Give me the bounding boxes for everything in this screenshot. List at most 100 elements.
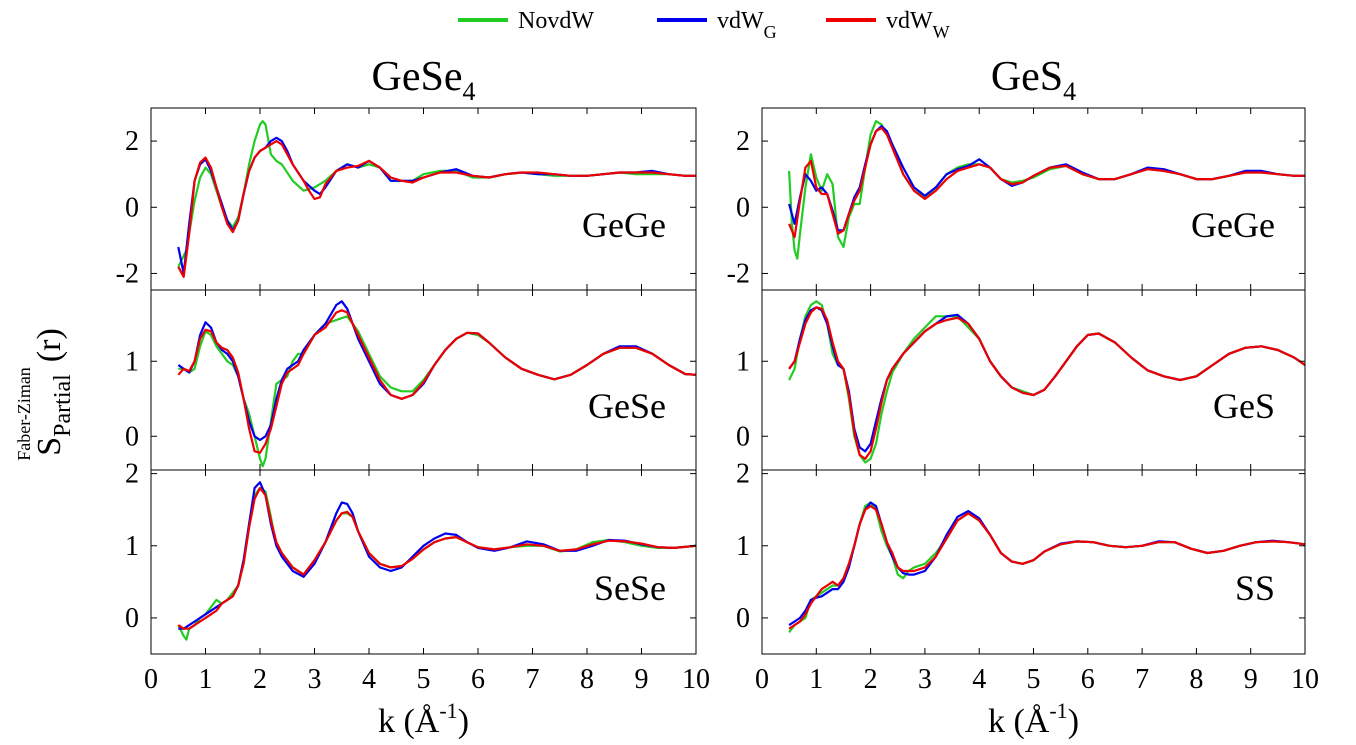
x-axis-label: k (Å-1): [378, 698, 469, 740]
y-label-tail: (r): [31, 328, 68, 362]
y-tick-label: 1: [125, 531, 139, 562]
x-tick-label: 8: [1189, 664, 1203, 695]
x-label-tail: ): [458, 703, 469, 740]
x-tick-label: 3: [308, 664, 322, 695]
column-title-main: GeS: [991, 54, 1063, 100]
series-line-vdW_W: [788, 126, 1305, 239]
series-group: [177, 300, 696, 468]
series-line-vdW_W: [788, 306, 1305, 460]
x-tick-label: 1: [809, 664, 823, 695]
y-tick-label: 1: [736, 531, 750, 562]
series-group: [177, 120, 696, 278]
series-line-vdW_W: [177, 486, 696, 630]
panel-GeGe: -2 0 2 GeGe: [116, 107, 697, 291]
series-line-NovdW: [788, 501, 1305, 634]
panel-GeS: 0 1 GeS: [736, 289, 1306, 471]
series-group: [177, 481, 696, 641]
legend-item-1: vdWG: [657, 8, 777, 42]
series-group: [788, 300, 1305, 464]
x-tick-label: 9: [1244, 664, 1258, 695]
column-title-main: GeSe: [372, 54, 463, 100]
column-title-sub: 4: [462, 77, 475, 106]
x-label-tail: ): [1068, 703, 1079, 740]
x-tick-label: 1: [199, 664, 213, 695]
series-group: [788, 120, 1305, 260]
panel-SeSe: 0 1 2 SeSe: [125, 459, 697, 655]
x-tick-label: 0: [144, 664, 158, 695]
panel-label: GeGe: [1191, 205, 1275, 245]
series-line-vdW_G: [788, 501, 1305, 627]
column-title: GeS4: [991, 54, 1076, 106]
x-tick-label: 2: [864, 664, 878, 695]
panel-label: SeSe: [594, 568, 666, 608]
x-tick-label: 7: [526, 664, 540, 695]
legend-item-2: vdWW: [826, 8, 950, 42]
y-tick-label: 0: [736, 192, 750, 223]
legend-label-main: NovdW: [518, 8, 594, 34]
x-label-main: k (Å: [988, 703, 1050, 740]
panel-SS: 0 1 2 SS: [736, 459, 1306, 655]
y-axis-label-text: SPartial (r): [31, 328, 76, 456]
column-title: GeSe4: [372, 54, 476, 106]
panel-frame: [761, 107, 1306, 291]
x-tick-label: 10: [682, 664, 710, 695]
y-tick-label: -2: [116, 258, 139, 289]
panel-label: GeSe: [588, 386, 666, 426]
y-label-sub: Partial: [50, 374, 76, 437]
x-tick-label: 10: [1291, 664, 1319, 695]
legend-label: NovdW: [518, 8, 594, 34]
series-line-NovdW: [788, 300, 1305, 464]
x-tick-label: 6: [1081, 664, 1095, 695]
y-axis-label: SPartial (r) Faber-Ziman: [14, 328, 76, 461]
panel-label: SS: [1235, 568, 1275, 608]
x-tick-label: 8: [580, 664, 594, 695]
legend-label-main: vdW: [886, 8, 933, 34]
y-tick-label: 2: [125, 459, 139, 490]
panel-frame: [150, 469, 697, 655]
y-tick-label: 0: [125, 192, 139, 223]
x-axis-label: k (Å-1): [988, 698, 1079, 740]
panel-frame: [150, 107, 697, 291]
x-tick-label: 4: [972, 664, 986, 695]
y-tick-label: 1: [736, 346, 750, 377]
y-tick-label: 1: [125, 346, 139, 377]
series-line-NovdW: [177, 486, 696, 641]
legend-label-sub: W: [933, 22, 950, 42]
series-line-vdW_W: [788, 505, 1305, 630]
y-tick-label: 0: [125, 421, 139, 452]
x-tick-label: 0: [755, 664, 769, 695]
panel-frame: [761, 289, 1306, 471]
x-tick-label: 5: [417, 664, 431, 695]
y-tick-label: 2: [736, 126, 750, 157]
x-label-main: k (Å: [378, 703, 440, 740]
legend-item-0: NovdW: [458, 8, 594, 34]
y-tick-label: 0: [736, 421, 750, 452]
panel-GeSe: 0 1 GeSe: [125, 289, 697, 471]
panel-label: GeGe: [582, 205, 666, 245]
y-tick-label: 2: [736, 459, 750, 490]
x-label-sup: -1: [439, 698, 457, 723]
x-tick-label: 9: [635, 664, 649, 695]
x-tick-label: 7: [1135, 664, 1149, 695]
legend-label-sub: G: [764, 22, 777, 42]
legend-label-main: vdW: [717, 8, 764, 34]
x-label-sup: -1: [1049, 698, 1067, 723]
panel-label: GeS: [1213, 386, 1275, 426]
series-line-vdW_W: [177, 140, 696, 278]
legend-label: vdWG: [717, 8, 777, 42]
series-group: [788, 501, 1305, 634]
x-tick-label: 5: [1027, 664, 1041, 695]
column-title-sub: 4: [1063, 77, 1076, 106]
y-tick-label: -2: [727, 258, 750, 289]
y-tick-label: 0: [125, 603, 139, 634]
panel-GeGe: -2 0 2 GeGe: [727, 107, 1306, 291]
series-line-vdW_G: [788, 306, 1305, 453]
x-tick-label: 6: [471, 664, 485, 695]
y-tick-label: 0: [736, 603, 750, 634]
x-tick-label: 2: [253, 664, 267, 695]
legend: NovdW vdWG vdWW: [458, 8, 950, 42]
